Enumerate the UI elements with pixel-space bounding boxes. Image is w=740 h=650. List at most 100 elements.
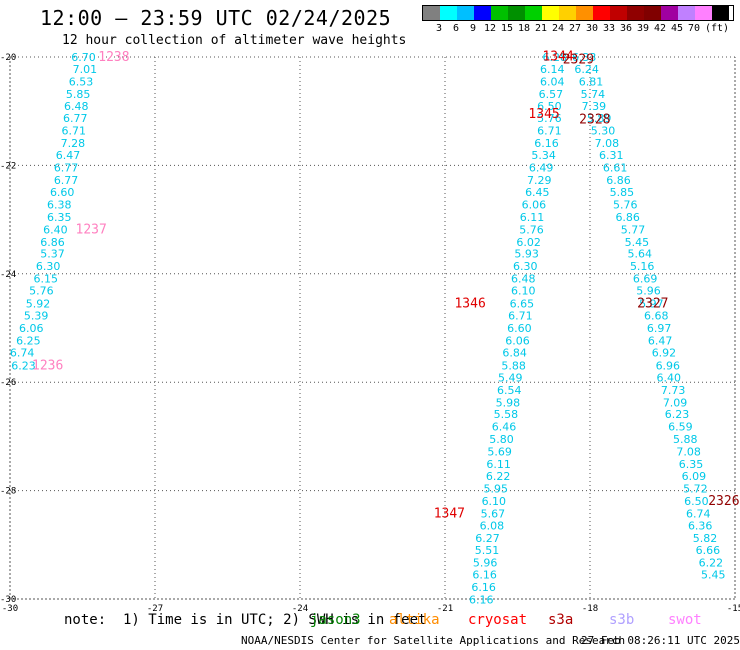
- legend-swatch: [593, 6, 610, 20]
- swh-value: 6.22: [486, 470, 511, 483]
- swh-value: 6.10: [482, 495, 507, 508]
- legend-swatch: [576, 6, 593, 20]
- swh-value: 5.85: [66, 88, 91, 101]
- swh-value: 6.66: [696, 544, 721, 557]
- swh-value: 6.60: [50, 186, 75, 199]
- swh-value: 6.84: [502, 346, 527, 359]
- swh-value: 5.45: [625, 236, 650, 249]
- swh-value: 7.08: [595, 137, 620, 150]
- footer-org: NOAA/NESDIS Center for Satellite Applica…: [241, 634, 626, 647]
- swh-value: 5.97: [639, 298, 664, 311]
- legend-label: 18: [517, 23, 531, 34]
- y-tick-label: -26: [0, 378, 16, 388]
- legend-label: 70: [687, 23, 701, 34]
- legend-label: 45: [670, 23, 684, 34]
- pass-number: 1236: [32, 358, 63, 373]
- legend-label: 42: [653, 23, 667, 34]
- swh-value: 6.86: [40, 236, 65, 249]
- swh-value: 6.71: [537, 125, 562, 138]
- swh-value: 6.53: [69, 75, 94, 88]
- legend-color-bar: [422, 5, 734, 21]
- swh-value: 6.28: [542, 51, 567, 64]
- swh-value: 6.09: [682, 470, 707, 483]
- swh-value: 6.08: [480, 519, 505, 532]
- swh-value: 6.16: [534, 137, 559, 150]
- swh-value: 5.76: [519, 223, 544, 236]
- color-legend: 3 6 9 12 15 18 21 24 27 30 33 36 39 42 45 70 (ft): [422, 5, 734, 35]
- legend-swatch: [491, 6, 508, 20]
- y-tick-label: -24: [0, 270, 16, 280]
- swh-value: 5.49: [498, 371, 523, 384]
- satellite-name: swot: [668, 612, 702, 628]
- swh-value: 7.08: [676, 446, 701, 459]
- swh-value: 7.09: [663, 396, 688, 409]
- legend-swatch: [678, 6, 695, 20]
- pass-number: 2327: [637, 297, 668, 312]
- swh-value: 5.96: [636, 285, 661, 298]
- swh-value: 5.88: [673, 433, 698, 446]
- swh-value: 6.23: [665, 408, 690, 421]
- swh-value: 6.27: [475, 532, 500, 545]
- swh-value: 6.02: [516, 236, 541, 249]
- swh-value: 6.74: [686, 507, 711, 520]
- y-tick-label: -22: [0, 161, 16, 171]
- x-tick-label: -18: [582, 604, 598, 614]
- swh-value: 6.59: [668, 421, 693, 434]
- swh-value: 5.72: [683, 482, 708, 495]
- swh-value: 5.39: [24, 310, 49, 323]
- swh-value: 5.74: [581, 88, 606, 101]
- pass-number: 2326: [708, 494, 739, 509]
- chart-subtitle: 12 hour collection of altimeter wave hei…: [62, 33, 407, 48]
- swh-value: 6.96: [656, 359, 681, 372]
- swh-value: 6.04: [540, 75, 565, 88]
- swh-value: 7.01: [73, 63, 98, 76]
- swh-value: 6.15: [34, 273, 59, 286]
- swh-value: 6.30: [36, 260, 61, 273]
- swh-value: 6.06: [505, 334, 530, 347]
- swh-value: 7.73: [661, 384, 686, 397]
- legend-swatch: [695, 6, 712, 20]
- swh-value: 6.46: [492, 421, 517, 434]
- pass-number: 1344: [542, 49, 573, 64]
- legend-swatch: [508, 6, 525, 20]
- x-tick-label: -15: [727, 604, 740, 614]
- legend-swatch: [712, 6, 729, 20]
- pass-number: 1347: [434, 506, 465, 521]
- swh-value: 5.98: [496, 396, 521, 409]
- legend-swatch: [525, 6, 542, 20]
- legend-swatch: [423, 6, 440, 20]
- swh-value: 5.45: [701, 569, 726, 582]
- x-tick-label: -30: [2, 604, 18, 614]
- swh-value: 5.88: [501, 359, 526, 372]
- swh-value: 6.81: [579, 75, 604, 88]
- swh-value: 6.40: [43, 223, 68, 236]
- swh-value: 5.30: [591, 125, 616, 138]
- swh-value: 6.16: [471, 581, 496, 594]
- swh-value: 6.06: [522, 198, 547, 211]
- swh-value: 6.40: [657, 371, 682, 384]
- pass-number: 1345: [528, 107, 559, 122]
- legend-swatch: [474, 6, 491, 20]
- swh-value: 5.37: [40, 248, 65, 261]
- swh-value: 6.33: [572, 51, 597, 64]
- pass-number: 2329: [563, 53, 594, 68]
- swh-value: 6.47: [56, 149, 81, 162]
- grid-lines: [9, 56, 736, 600]
- y-tick-label: -20: [0, 53, 16, 63]
- swh-value: 5.76: [613, 198, 638, 211]
- plot-frame: [9, 56, 736, 600]
- swh-value: 5.76: [29, 285, 54, 298]
- swh-value: 5.58: [494, 408, 519, 421]
- legend-label: 15: [500, 23, 514, 34]
- pass-number: 1237: [76, 222, 107, 237]
- swh-value: 7.28: [61, 137, 86, 150]
- swh-value: 6.77: [54, 174, 79, 187]
- swh-value: 6.50: [684, 495, 709, 508]
- swh-value: 6.24: [574, 63, 599, 76]
- chart-title: 12:00 – 23:59 UTC 02/24/2025: [40, 6, 392, 30]
- legend-label: 39: [636, 23, 650, 34]
- swh-value: 6.49: [529, 162, 554, 175]
- swh-value: 6.77: [63, 112, 88, 125]
- legend-label: 3: [435, 23, 443, 34]
